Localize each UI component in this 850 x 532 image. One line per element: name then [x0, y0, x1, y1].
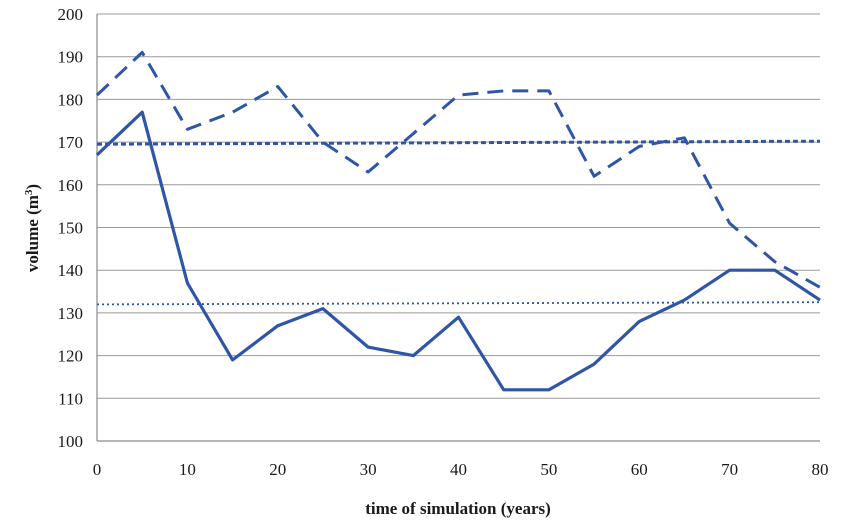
x-tick-label: 20 [269, 460, 286, 479]
x-tick-label: 60 [631, 460, 648, 479]
series-line-fine-dotted [96, 301, 821, 306]
y-tick-label: 110 [58, 389, 83, 408]
y-tick-label: 150 [58, 219, 84, 238]
x-axis-title: time of simulation (years) [365, 499, 551, 518]
y-tick-label: 160 [58, 176, 84, 195]
y-axis-title-superscript: 3 [23, 189, 35, 195]
x-tick-label: 30 [360, 460, 377, 479]
series-line-dashed [95, 50, 821, 289]
y-tick-label: 140 [58, 261, 84, 280]
y-tick-label: 100 [58, 432, 84, 451]
y-axis-title: volume (m3) [23, 184, 42, 272]
axes [96, 14, 820, 442]
y-axis-title-close: ) [23, 184, 42, 190]
x-tick-label: 0 [93, 460, 102, 479]
series-line-solid [95, 110, 821, 392]
x-tick-label: 80 [812, 460, 829, 479]
x-tick-label: 70 [721, 460, 738, 479]
x-tick-label: 10 [179, 460, 196, 479]
y-axis-title-main: volume (m [23, 195, 42, 272]
x-tick-labels: 0 10 20 30 40 50 60 70 80 [93, 460, 829, 479]
y-tick-label: 190 [58, 48, 84, 67]
grid-lines [97, 13, 820, 399]
x-tick-label: 50 [540, 460, 557, 479]
y-tick-label: 170 [58, 133, 84, 152]
series-line-thick-dotted [96, 139, 821, 146]
y-tick-label: 200 [58, 5, 84, 24]
y-tick-label: 120 [58, 347, 84, 366]
y-tick-label: 180 [58, 90, 84, 109]
x-tick-label: 40 [450, 460, 467, 479]
y-tick-labels: 100 110 120 130 140 150 160 170 180 190 200 [58, 5, 84, 451]
y-tick-label: 130 [58, 304, 84, 323]
series-lines [95, 50, 821, 392]
